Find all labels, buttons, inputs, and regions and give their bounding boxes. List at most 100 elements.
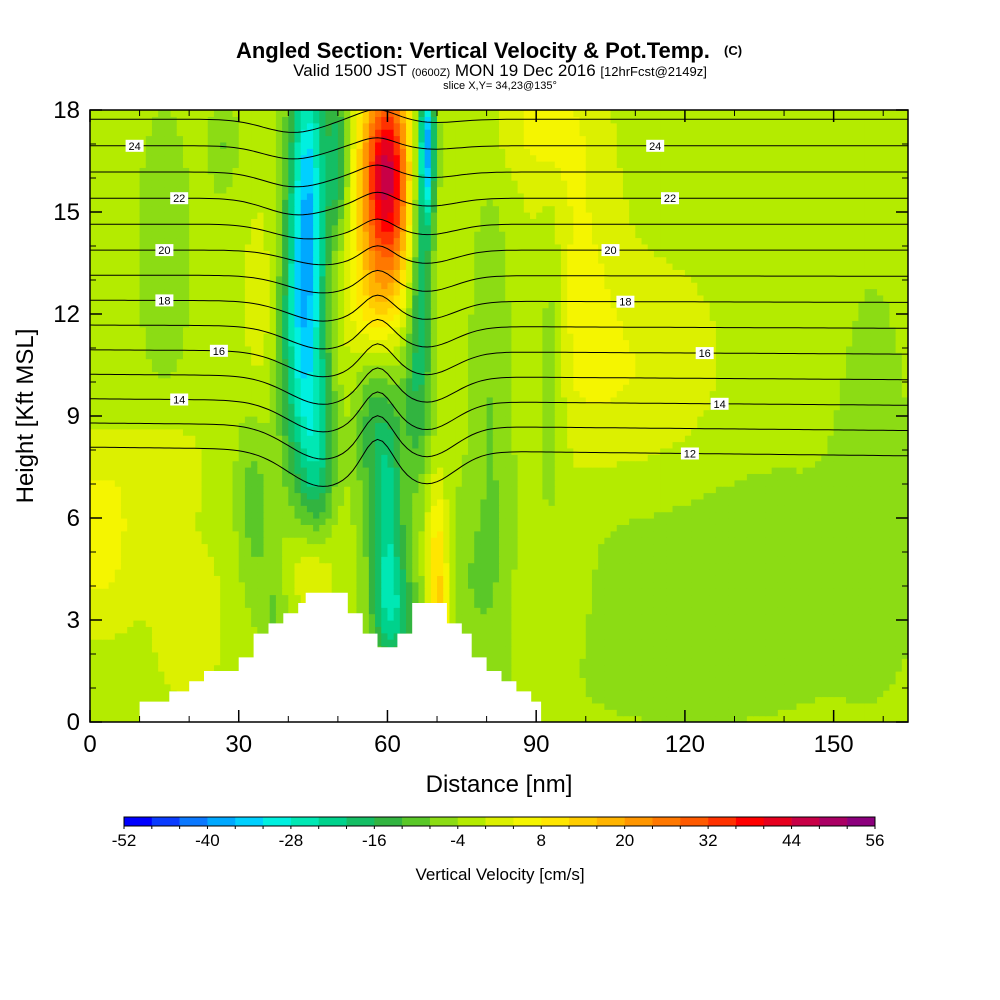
- velocity-cell: [827, 613, 835, 621]
- velocity-cell: [883, 632, 891, 640]
- velocity-cell: [108, 600, 116, 608]
- velocity-cell: [158, 658, 165, 666]
- velocity-cell: [691, 556, 698, 564]
- velocity-cell: [560, 569, 568, 576]
- velocity-cell: [207, 549, 215, 557]
- velocity-cell: [622, 607, 630, 615]
- velocity-cell: [598, 492, 605, 500]
- velocity-cell: [344, 518, 351, 525]
- velocity-cell: [759, 696, 767, 704]
- velocity-cell: [114, 613, 122, 621]
- velocity-cell: [536, 588, 543, 596]
- velocity-cell: [189, 505, 196, 513]
- velocity-cell: [139, 588, 147, 596]
- velocity-cell: [585, 511, 593, 519]
- velocity-cell: [381, 498, 389, 506]
- slice-info: slice X,Y= 34,23@135°: [443, 80, 557, 92]
- velocity-cell: [294, 511, 302, 519]
- velocity-cell: [306, 505, 314, 513]
- velocity-cell: [151, 677, 159, 685]
- velocity-cell: [536, 651, 543, 659]
- velocity-cell: [350, 498, 358, 506]
- velocity-cell: [585, 658, 593, 666]
- velocity-cell: [877, 620, 884, 627]
- velocity-cell: [375, 581, 382, 589]
- velocity-cell: [684, 479, 692, 487]
- velocity-cell: [579, 588, 587, 596]
- velocity-cell: [734, 620, 742, 627]
- velocity-cell: [455, 575, 463, 583]
- velocity-cell: [579, 709, 587, 717]
- velocity-cell: [585, 620, 593, 627]
- velocity-cell: [560, 505, 568, 513]
- velocity-cell: [567, 683, 574, 691]
- velocity-cell: [573, 556, 581, 564]
- velocity-cell: [393, 549, 401, 557]
- velocity-cell: [833, 607, 841, 615]
- velocity-cell: [195, 645, 203, 653]
- velocity-cell: [604, 594, 612, 602]
- velocity-cell: [387, 575, 395, 583]
- velocity-cell: [368, 486, 376, 494]
- velocity-cell: [282, 511, 289, 519]
- velocity-cell: [616, 511, 624, 519]
- velocity-cell: [505, 543, 512, 551]
- velocity-cell: [238, 569, 246, 576]
- velocity-cell: [753, 620, 760, 627]
- velocity-cell: [201, 594, 209, 602]
- velocity-cell: [641, 683, 649, 691]
- velocity-cell: [647, 569, 655, 576]
- velocity-cell: [746, 664, 754, 672]
- velocity-cell: [275, 607, 283, 615]
- velocity-cell: [306, 588, 314, 596]
- velocity-cell: [114, 594, 122, 602]
- velocity-cell: [430, 537, 438, 545]
- velocity-cell: [120, 518, 128, 525]
- velocity-cell: [139, 575, 147, 583]
- velocity-cell: [201, 581, 209, 589]
- velocity-cell: [226, 639, 234, 647]
- velocity-cell: [691, 607, 698, 615]
- velocity-cell: [901, 594, 908, 602]
- velocity-cell: [653, 479, 661, 487]
- velocity-cell: [536, 524, 543, 532]
- velocity-cell: [895, 543, 903, 551]
- velocity-cell: [740, 651, 748, 659]
- velocity-cell: [418, 543, 426, 551]
- velocity-cell: [567, 562, 574, 570]
- velocity-cell: [629, 594, 636, 602]
- velocity-cell: [641, 696, 649, 704]
- velocity-cell: [127, 486, 134, 494]
- velocity-cell: [852, 511, 860, 519]
- subtitle-valid-time: Valid 1500 JST: [293, 61, 407, 80]
- velocity-cell: [691, 524, 698, 532]
- velocity-cell: [777, 651, 785, 659]
- velocity-cell: [753, 486, 760, 494]
- velocity-cell: [170, 486, 178, 494]
- velocity-cell: [517, 543, 525, 551]
- velocity-cell: [635, 562, 643, 570]
- velocity-cell: [523, 626, 531, 634]
- velocity-cell: [443, 524, 451, 532]
- velocity-cell: [418, 498, 426, 506]
- velocity-cell: [406, 530, 413, 538]
- velocity-cell: [653, 664, 661, 672]
- velocity-cell: [883, 639, 891, 647]
- velocity-cell: [424, 498, 432, 506]
- velocity-cell: [182, 479, 190, 487]
- velocity-cell: [548, 588, 556, 596]
- velocity-cell: [505, 645, 512, 653]
- velocity-cell: [375, 575, 382, 583]
- velocity-cell: [120, 715, 128, 722]
- velocity-cell: [784, 556, 791, 564]
- velocity-cell: [257, 620, 265, 627]
- velocity-cell: [313, 530, 320, 538]
- velocity-cell: [746, 524, 754, 532]
- velocity-cell: [220, 588, 227, 596]
- velocity-cell: [784, 588, 791, 596]
- velocity-cell: [139, 683, 147, 691]
- velocity-cell: [164, 556, 172, 564]
- velocity-cell: [189, 486, 196, 494]
- velocity-cell: [213, 581, 221, 589]
- velocity-cell: [777, 549, 785, 557]
